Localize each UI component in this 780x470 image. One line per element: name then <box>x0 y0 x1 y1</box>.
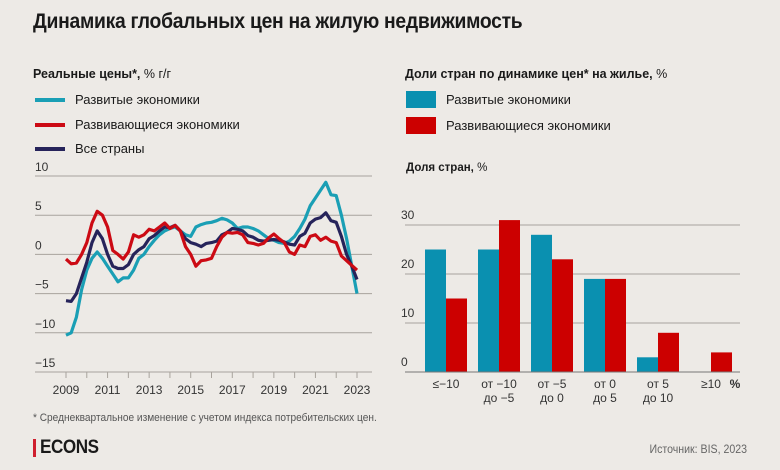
bar-chart-title-unit: % <box>652 67 668 81</box>
source-note: Источник: BIS, 2023 <box>649 444 747 456</box>
x-tick-label: 2009 <box>53 383 80 397</box>
bar-bar_developing <box>499 220 520 372</box>
y-tick-label: 10 <box>401 306 415 320</box>
bar-chart-ylabel-bold: Доля стран, <box>406 162 474 174</box>
logo-text: ECONS <box>40 437 99 458</box>
x-tick-label: 2017 <box>219 383 246 397</box>
series-line-all <box>65 211 359 303</box>
series-line-developing <box>64 209 359 272</box>
legend-item-bar-developing: Развивающиеся экономики <box>406 117 611 134</box>
y-tick-label: −5 <box>35 278 49 292</box>
legend-label: Развивающиеся экономики <box>446 118 611 133</box>
y-tick-label: 10 <box>35 160 49 174</box>
x-tick-label: ≤−10 <box>433 377 460 391</box>
x-tick-label-line2: до 5 <box>593 391 617 405</box>
bar-chart-title: Доли стран по динамике цен* на жилье, % <box>405 67 667 81</box>
x-tick-label: 2021 <box>302 383 329 397</box>
bar-bar_developed <box>425 249 446 372</box>
econs-logo: ECONS <box>33 437 105 459</box>
x-tick-label: от −5 <box>538 377 567 391</box>
line-chart: 10 5 0 −5 −10 −15 2009 2011 2013 2015 2017 2019 2021… <box>35 160 372 397</box>
y-tick-label: 5 <box>35 199 42 213</box>
legend-swatch-bar-developing <box>406 117 436 134</box>
bar-bar_developed <box>531 234 552 372</box>
x-tick-label: 2019 <box>261 383 288 397</box>
legend-item-bar-developed: Развитые экономики <box>406 91 571 108</box>
x-tick-label-line2: до 0 <box>540 391 564 405</box>
legend-swatch-bar-developed <box>406 91 436 108</box>
x-tick-label: от −10 <box>481 377 517 391</box>
x-tick-label: 2023 <box>344 383 371 397</box>
bar-bar_developed <box>478 249 499 372</box>
legend-label: Развитые экономики <box>75 92 200 107</box>
legend-label: Развитые экономики <box>446 92 571 107</box>
logo-accent-bar <box>33 439 36 457</box>
line-chart-title-bold: Реальные цены*, <box>33 67 141 81</box>
bar-bar_developed <box>584 278 605 372</box>
bar-bar_developing <box>711 352 732 372</box>
bar-bar_developing <box>658 332 679 372</box>
bar-bar_developed <box>637 357 658 372</box>
legend-swatch-developed <box>35 97 65 102</box>
y-tick-label: 0 <box>401 355 408 369</box>
bar-bar_developing <box>446 298 467 372</box>
series-line-developed <box>65 180 359 337</box>
x-tick-label: 2011 <box>95 383 121 397</box>
x-tick-label-line2: до −5 <box>484 391 515 405</box>
legend-swatch-all <box>35 146 65 151</box>
legend-item-all: Все страны <box>35 141 144 156</box>
y-tick-label: 30 <box>401 208 415 222</box>
bar-chart-ylabel-unit: % <box>473 162 488 174</box>
line-chart-title-unit: % г/г <box>140 67 172 81</box>
y-tick-label: −15 <box>35 356 56 370</box>
bar-bar_developing <box>552 259 573 372</box>
bar-chart-title-bold: Доли стран по динамике цен* на жилье, <box>405 67 653 81</box>
legend-label: Развивающиеся экономики <box>75 117 240 132</box>
x-tick-label: 2013 <box>136 383 163 397</box>
x-tick-label: от 0 <box>594 377 616 391</box>
page-title: Динамика глобальных цен на жилую недвижи… <box>33 10 523 33</box>
x-tick-label: от 5 <box>647 377 669 391</box>
y-tick-label: 0 <box>35 238 42 252</box>
y-tick-label: 20 <box>401 257 415 271</box>
bar-bar_developing <box>605 278 626 372</box>
footnote: * Среднеквартальное изменение с учетом и… <box>33 412 377 424</box>
x-tick-label: ≥10 <box>701 377 721 391</box>
line-chart-title: Реальные цены*, % г/г <box>33 67 171 81</box>
x-tick-label: 2015 <box>177 383 204 397</box>
legend-label: Все страны <box>75 141 145 156</box>
legend-swatch-developing <box>35 122 65 127</box>
legend-item-developed: Развитые экономики <box>35 92 200 107</box>
legend-item-developing: Развивающиеся экономики <box>35 117 240 132</box>
x-tick-label-line2: до 10 <box>643 391 674 405</box>
y-tick-label: −10 <box>35 317 56 331</box>
x-axis-unit: % <box>730 377 741 391</box>
bar-chart-ylabel: Доля стран, % <box>406 162 487 174</box>
